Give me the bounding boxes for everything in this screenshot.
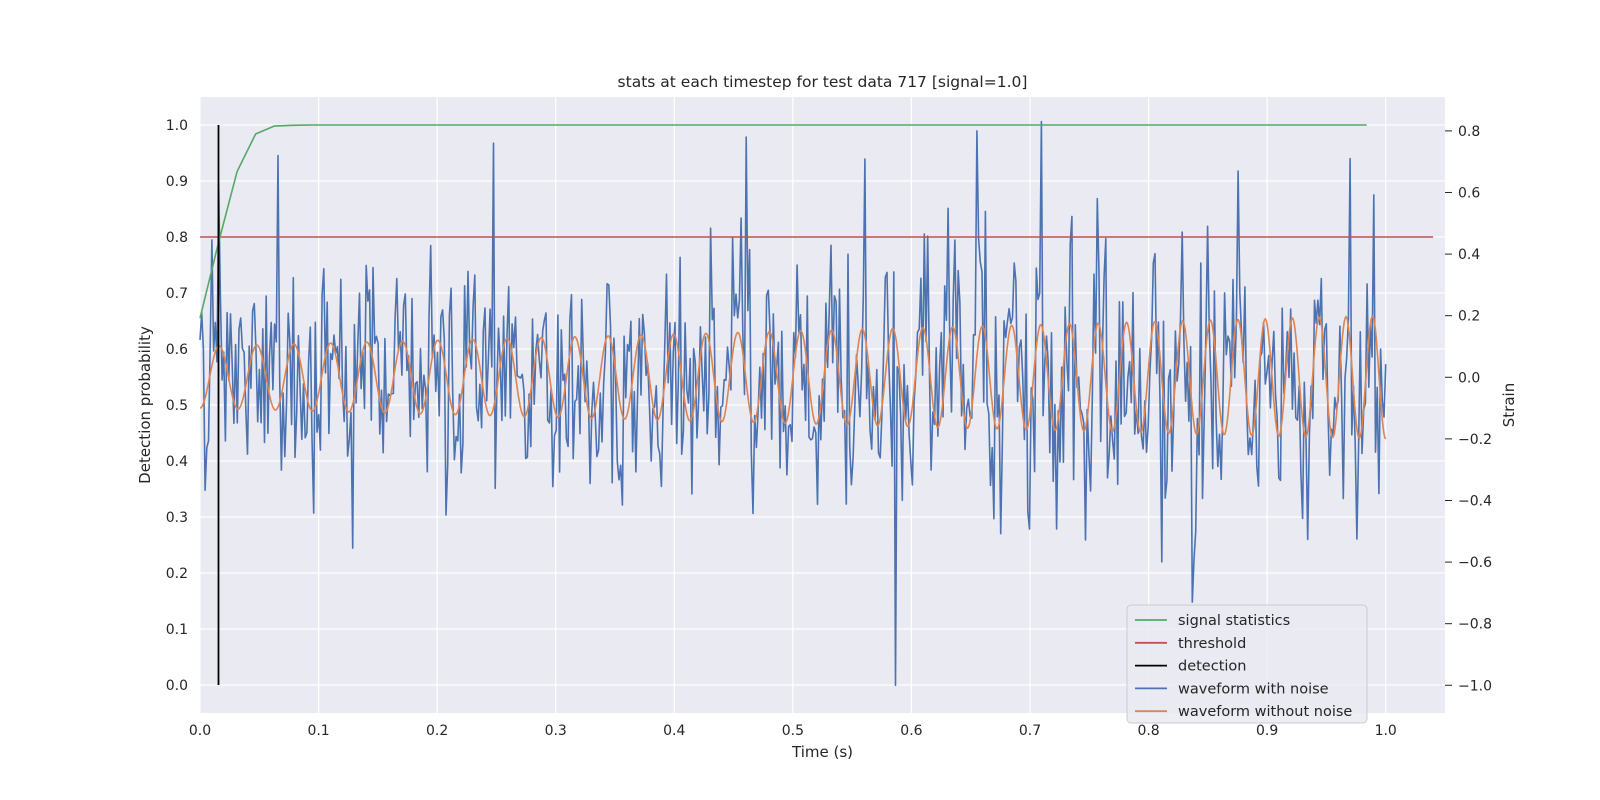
y-tick-label: 0.3 bbox=[166, 510, 188, 526]
waveform-with-noise-line bbox=[199, 120, 1387, 687]
chart-title: stats at each timestep for test data 717… bbox=[618, 73, 1028, 91]
legend-label: signal statistics bbox=[1178, 613, 1290, 629]
waveform-without-noise-line bbox=[199, 315, 1387, 440]
x-tick-label: 0.3 bbox=[545, 723, 567, 739]
y2-tick-label: 0.8 bbox=[1458, 124, 1480, 140]
y-tick-label: 0.4 bbox=[166, 454, 188, 470]
x-tick-label: 0.2 bbox=[426, 723, 448, 739]
y-tick-label: 0.5 bbox=[166, 398, 188, 414]
legend-label: waveform with noise bbox=[1178, 681, 1329, 697]
x-tick-label: 0.0 bbox=[189, 723, 211, 739]
y-tick-label: 0.2 bbox=[166, 566, 188, 582]
y-tick-label: 0.8 bbox=[166, 230, 188, 246]
chart-lines bbox=[199, 120, 1434, 687]
y2-tick-label: 0.6 bbox=[1458, 185, 1480, 201]
y-axis-label: Detection probability bbox=[136, 326, 154, 484]
y-tick-label: 0.0 bbox=[166, 678, 188, 694]
y-tick-label: 0.1 bbox=[166, 622, 188, 638]
legend-label: waveform without noise bbox=[1178, 704, 1352, 720]
legend-label: threshold bbox=[1178, 636, 1246, 652]
axis-ticks: 0.0 0.1 0.2 0.3 0.4 0.5 0.6 0.7 0.8 0.9 1.0 0.0 0.1 0… bbox=[166, 118, 1492, 739]
x-tick-label: 1.0 bbox=[1375, 723, 1397, 739]
x-tick-label: 0.5 bbox=[782, 723, 804, 739]
y2-tick-label: −0.4 bbox=[1458, 493, 1492, 509]
x-tick-label: 0.6 bbox=[900, 723, 922, 739]
y-tick-label: 0.7 bbox=[166, 286, 188, 302]
legend-box bbox=[1126, 604, 1368, 724]
y2-tick-label: −0.8 bbox=[1458, 617, 1492, 633]
y2-tick-label: 0.2 bbox=[1458, 309, 1480, 325]
y2-tick-label: 0.4 bbox=[1458, 247, 1480, 263]
y2-tick-label: −1.0 bbox=[1458, 678, 1492, 694]
x-axis-label: Time (s) bbox=[791, 743, 853, 761]
y2-tick-label: 0.0 bbox=[1458, 370, 1480, 386]
y-tick-label: 1.0 bbox=[166, 118, 188, 134]
x-tick-label: 0.4 bbox=[663, 723, 685, 739]
x-tick-label: 0.8 bbox=[1137, 723, 1159, 739]
x-tick-label: 0.7 bbox=[1019, 723, 1041, 739]
y2-tick-label: −0.2 bbox=[1458, 432, 1492, 448]
x-tick-label: 0.9 bbox=[1256, 723, 1278, 739]
y2-tick-label: −0.6 bbox=[1458, 555, 1492, 571]
y-tick-label: 0.9 bbox=[166, 174, 188, 190]
x-tick-label: 0.1 bbox=[307, 723, 329, 739]
legend-label: detection bbox=[1178, 659, 1246, 675]
y-tick-label: 0.6 bbox=[166, 342, 188, 358]
y2-axis-label: Strain bbox=[1500, 383, 1518, 427]
legend: signal statistics threshold detection wavef… bbox=[1126, 604, 1368, 724]
signal-statistics-line bbox=[199, 124, 1367, 319]
